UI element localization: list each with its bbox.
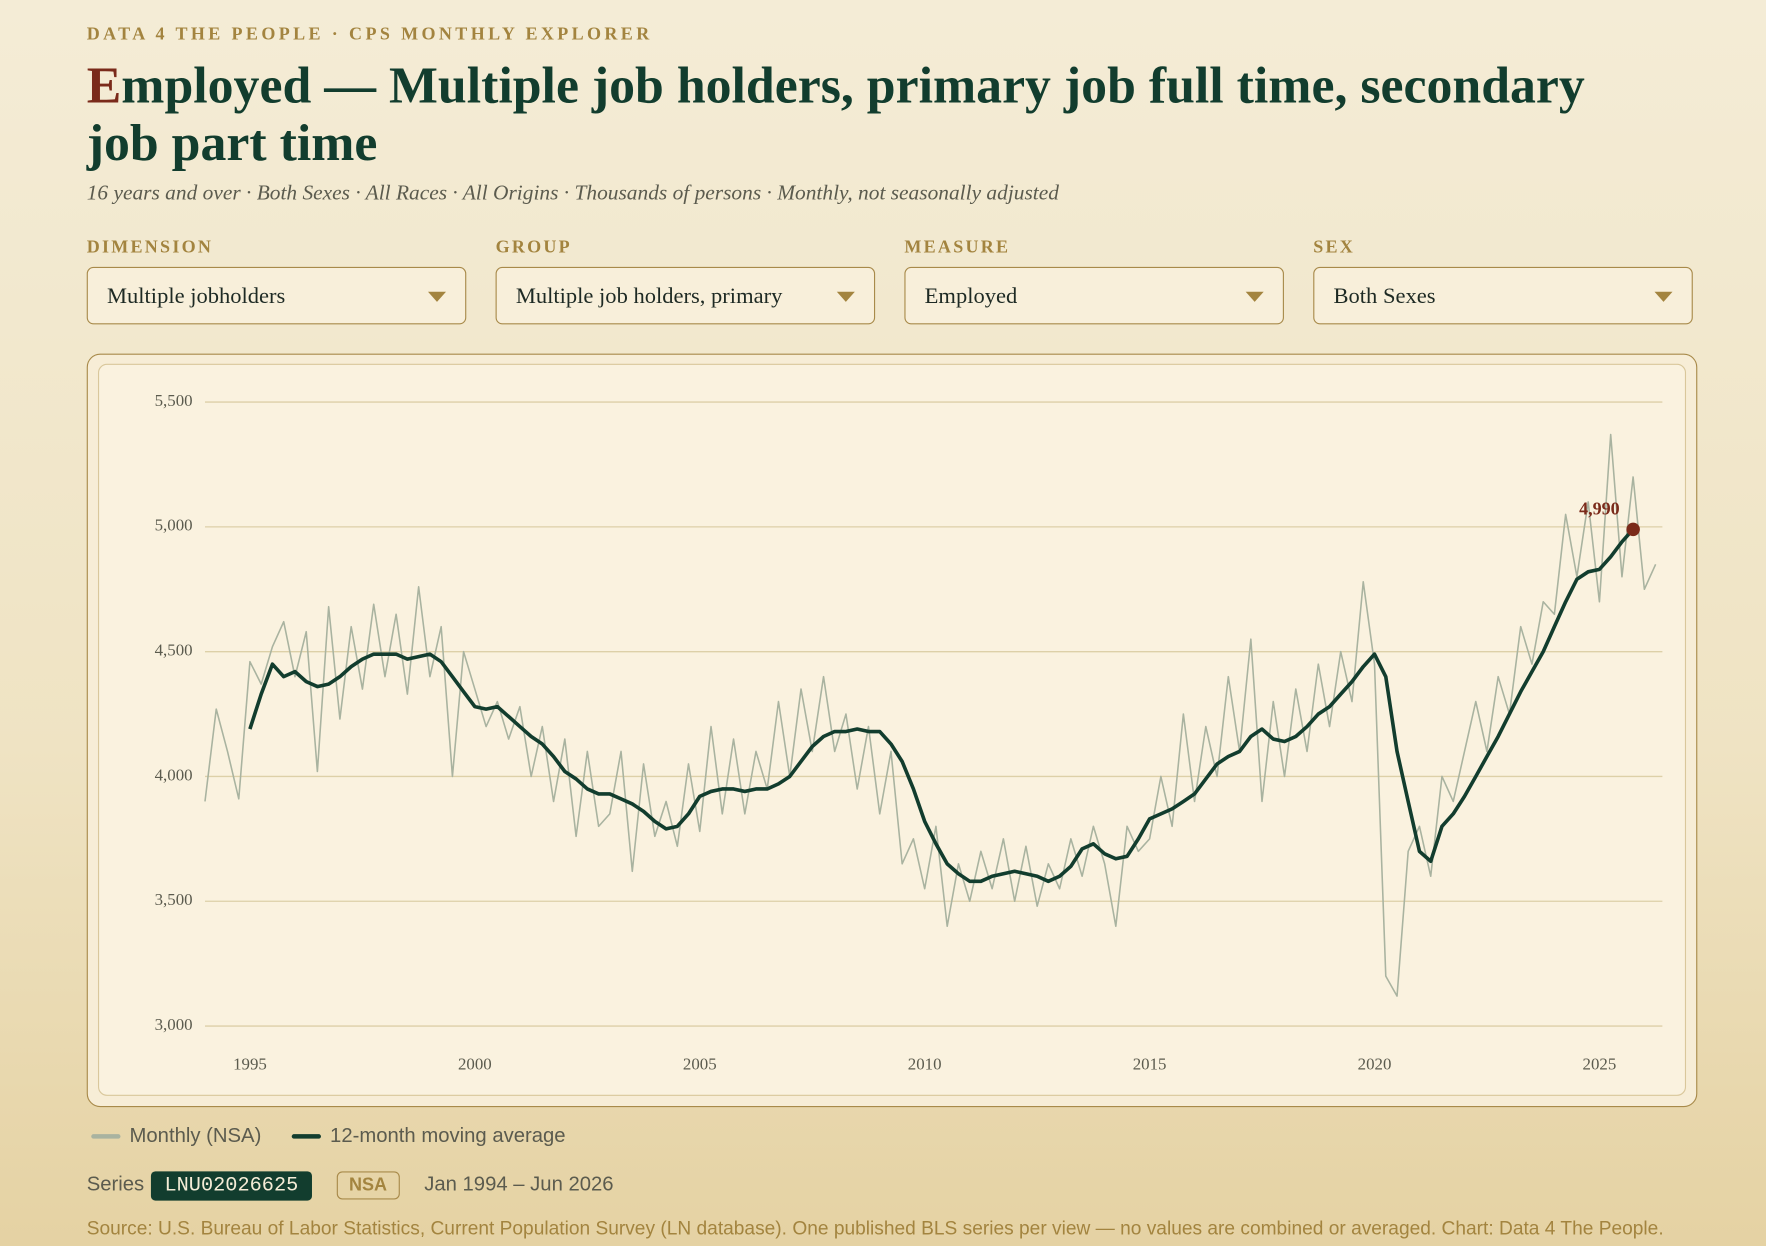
x-tick-label: 2015 — [1133, 1054, 1167, 1073]
legend: Monthly (NSA) 12-month moving average — [87, 1124, 566, 1148]
date-range: Jan 1994 – Jun 2026 — [424, 1172, 614, 1195]
series-id: LNU02026625 — [150, 1171, 312, 1201]
legend-swatch — [91, 1134, 121, 1139]
chart-panel — [97, 363, 1687, 1096]
kicker: DATA 4 THE PEOPLE · CPS MONTHLY EXPLORER — [86, 24, 653, 44]
x-tick-label: 2010 — [908, 1054, 942, 1073]
x-tick-label: 2005 — [683, 1054, 717, 1073]
subtitle: 16 years and over · Both Sexes · All Rac… — [86, 181, 1059, 205]
moving-average-line — [248, 528, 1635, 884]
x-tick-label: 1995 — [233, 1054, 267, 1073]
adjustment-badge: NSA — [336, 1171, 400, 1200]
control-label: GROUP — [495, 237, 572, 257]
dropdown[interactable]: Both Sexes — [1313, 266, 1693, 325]
control-label: MEASURE — [904, 237, 1011, 257]
x-tick-label: 2025 — [1583, 1054, 1617, 1073]
chart: 3,000 3,500 4,000 4,500 5,000 5,500 1995 2000 20… — [155, 391, 1663, 1073]
y-tick-label: 3,500 — [155, 890, 193, 909]
control-label: SEX — [1313, 237, 1356, 257]
last-value-label: 4,990 — [1579, 498, 1620, 518]
legend-label: Monthly (NSA) — [129, 1124, 262, 1147]
y-tick-label: 5,000 — [155, 516, 193, 535]
legend-swatch — [291, 1134, 322, 1139]
series-info: Series LNU02026625 NSA Jan 1994 – Jun 2026 — [86, 1171, 614, 1201]
last-point — [1626, 522, 1640, 537]
dropdown[interactable]: Multiple jobholders — [86, 266, 467, 325]
control-label: DIMENSION — [86, 237, 214, 257]
x-tick-label: 2000 — [458, 1054, 492, 1073]
series-label: Series — [86, 1172, 145, 1195]
monthly-line — [204, 433, 1657, 997]
y-tick-label: 5,500 — [155, 391, 193, 410]
legend-label: 12-month moving average — [330, 1124, 566, 1147]
dropdown[interactable]: Employed — [904, 266, 1284, 325]
dropdown[interactable]: Multiple job holders, primary — [495, 266, 876, 325]
page-title: Employed — Multiple job holders, primary… — [86, 56, 1585, 172]
y-tick-label: 3,000 — [155, 1015, 193, 1034]
source-note: Source: U.S. Bureau of Labor Statistics,… — [86, 1217, 1664, 1239]
y-tick-label: 4,000 — [155, 765, 193, 784]
x-tick-label: 2020 — [1358, 1054, 1392, 1073]
y-tick-label: 4,500 — [155, 641, 193, 660]
